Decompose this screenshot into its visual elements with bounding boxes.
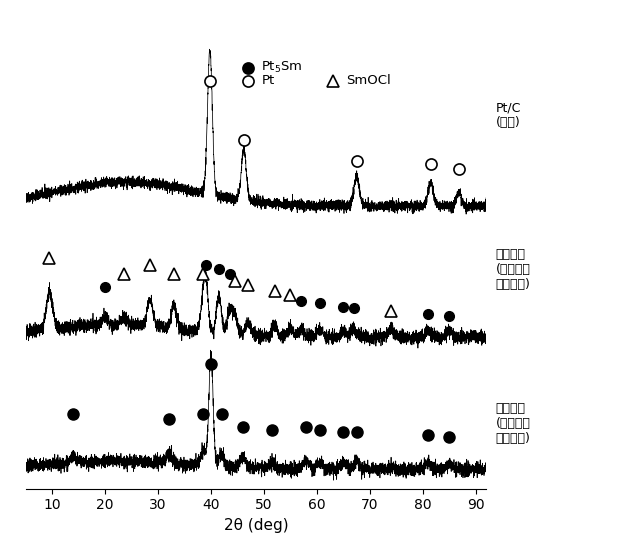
Text: SmOCl: SmOCl: [346, 74, 391, 87]
Text: Pt: Pt: [261, 74, 275, 87]
Text: 実施例３
(焼成後、
　洗浄前): 実施例３ (焼成後、 洗浄前): [495, 248, 531, 291]
Text: Pt/C
(原料): Pt/C (原料): [495, 101, 521, 129]
Text: 実施例３
(焼成後、
　洗浄後): 実施例３ (焼成後、 洗浄後): [495, 402, 531, 445]
X-axis label: 2θ (deg): 2θ (deg): [224, 518, 288, 533]
Text: Pt$_5$Sm: Pt$_5$Sm: [261, 60, 303, 75]
